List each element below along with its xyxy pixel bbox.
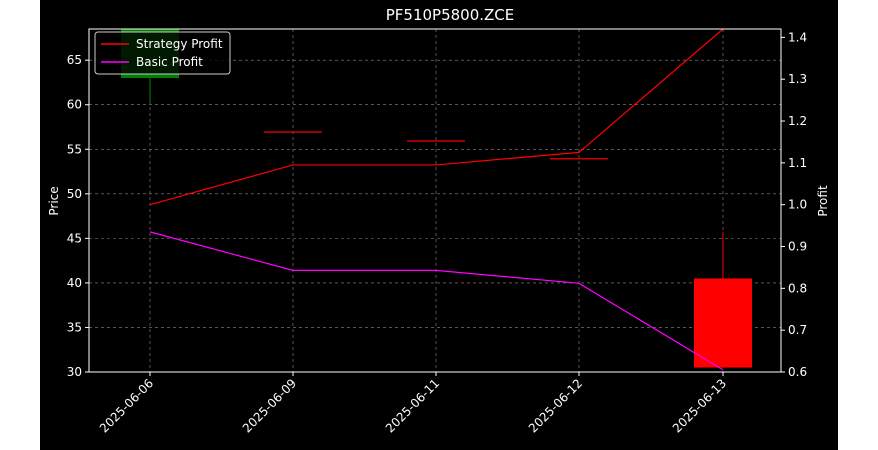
right-tick-label-3: 0.9	[788, 240, 807, 254]
plot-frame	[88, 28, 782, 373]
x-tick-label-2: 2025-06-11	[383, 376, 442, 435]
right-tick-label-0: 0.6	[788, 365, 807, 379]
right-axis-label: Profit	[816, 185, 830, 217]
profit-lines	[149, 28, 724, 371]
left-tick-label-7: 65	[67, 53, 82, 67]
candle-body-4	[694, 278, 752, 368]
chart-title: PF510P5800.ZCE	[386, 6, 515, 24]
right-tick-label-8: 1.4	[788, 30, 807, 44]
candle-body-3	[550, 158, 608, 160]
candle-body-1	[264, 131, 322, 133]
x-tick-label-1: 2025-06-09	[240, 376, 299, 435]
candlesticks	[121, 29, 752, 368]
left-tick-label-6: 60	[67, 98, 82, 112]
left-tick-label-2: 40	[67, 276, 82, 290]
left-tick-label-1: 35	[67, 320, 82, 334]
right-tick-label-7: 1.3	[788, 72, 807, 86]
series-line-0	[149, 28, 724, 206]
right-tick-label-6: 1.2	[788, 114, 807, 128]
left-tick-label-3: 45	[67, 231, 82, 245]
legend-label-basic-profit: Basic Profit	[136, 55, 203, 69]
candle-body-2	[407, 140, 465, 142]
left-axis-label: Price	[47, 186, 61, 215]
x-tick-label-3: 2025-06-12	[526, 376, 585, 435]
grid	[89, 29, 781, 373]
right-tick-label-1: 0.7	[788, 323, 807, 337]
left-tick-label-5: 55	[67, 142, 82, 156]
right-tick-label-2: 0.8	[788, 281, 807, 295]
x-tick-label-0: 2025-06-06	[97, 376, 156, 435]
legend-box	[94, 31, 231, 75]
x-tick-label-4: 2025-06-13	[670, 376, 729, 435]
legend: Strategy Profit Basic Profit	[94, 31, 231, 75]
series-line-1	[149, 231, 724, 371]
x-axis: 2025-06-06 2025-06-09 2025-06-11 2025-06-12…	[97, 372, 729, 435]
left-tick-label-4: 50	[67, 187, 82, 201]
right-tick-label-4: 1.0	[788, 198, 807, 212]
legend-label-strategy-profit: Strategy Profit	[136, 37, 223, 51]
right-axis: 0.6 0.7 0.8 0.9 1.0 1.1 1.2 1.3 1.4	[781, 30, 807, 379]
left-axis: 30 35 40 45 50 55 60 65	[67, 53, 89, 379]
left-tick-label-0: 30	[67, 365, 82, 379]
right-tick-label-5: 1.1	[788, 156, 807, 170]
